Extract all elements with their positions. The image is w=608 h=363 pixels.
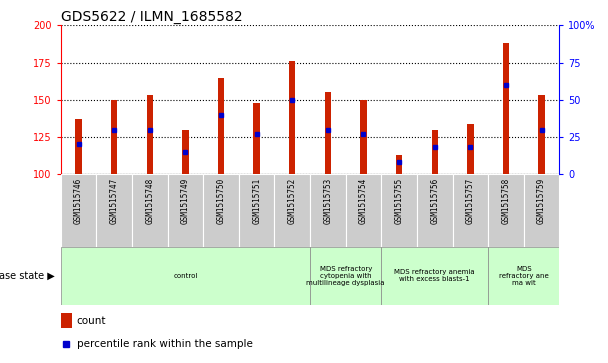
Bar: [61, 174, 97, 247]
Text: GSM1515759: GSM1515759: [537, 178, 546, 224]
Bar: [182, 130, 188, 174]
Bar: [381, 247, 488, 305]
Text: MDS
refractory ane
ma wit: MDS refractory ane ma wit: [499, 266, 548, 286]
Bar: [361, 100, 367, 174]
Bar: [523, 174, 559, 247]
Text: GSM1515758: GSM1515758: [502, 178, 511, 224]
Bar: [310, 174, 346, 247]
Bar: [538, 95, 545, 174]
Text: percentile rank within the sample: percentile rank within the sample: [77, 339, 253, 349]
Bar: [168, 174, 203, 247]
Bar: [396, 155, 402, 174]
Text: GSM1515757: GSM1515757: [466, 178, 475, 224]
Text: GSM1515752: GSM1515752: [288, 178, 297, 224]
Bar: [254, 103, 260, 174]
Bar: [503, 43, 509, 174]
Text: GSM1515754: GSM1515754: [359, 178, 368, 224]
Text: GSM1515750: GSM1515750: [216, 178, 226, 224]
Bar: [203, 174, 239, 247]
Text: GSM1515746: GSM1515746: [74, 178, 83, 224]
Bar: [381, 174, 417, 247]
Bar: [467, 124, 474, 174]
Text: GSM1515755: GSM1515755: [395, 178, 404, 224]
Bar: [289, 61, 295, 174]
Bar: [417, 174, 452, 247]
Bar: [147, 95, 153, 174]
Text: GSM1515749: GSM1515749: [181, 178, 190, 224]
Text: GSM1515751: GSM1515751: [252, 178, 261, 224]
Text: disease state ▶: disease state ▶: [0, 271, 55, 281]
Bar: [75, 119, 82, 174]
Text: MDS refractory anemia
with excess blasts-1: MDS refractory anemia with excess blasts…: [395, 269, 475, 282]
Text: GDS5622 / ILMN_1685582: GDS5622 / ILMN_1685582: [61, 11, 243, 24]
Text: GSM1515747: GSM1515747: [109, 178, 119, 224]
Text: GSM1515748: GSM1515748: [145, 178, 154, 224]
Bar: [111, 100, 117, 174]
Bar: [452, 174, 488, 247]
Bar: [325, 92, 331, 174]
Bar: [218, 77, 224, 174]
Bar: [61, 247, 310, 305]
Bar: [132, 174, 168, 247]
Bar: [346, 174, 381, 247]
Text: control: control: [173, 273, 198, 279]
Text: count: count: [77, 316, 106, 326]
Text: GSM1515753: GSM1515753: [323, 178, 333, 224]
Bar: [97, 174, 132, 247]
Bar: [488, 174, 523, 247]
Bar: [61, 313, 72, 329]
Bar: [432, 130, 438, 174]
Bar: [239, 174, 274, 247]
Bar: [274, 174, 310, 247]
Text: GSM1515756: GSM1515756: [430, 178, 439, 224]
Bar: [488, 247, 559, 305]
Text: MDS refractory
cytopenia with
multilineage dysplasia: MDS refractory cytopenia with multilinea…: [306, 266, 385, 286]
Bar: [310, 247, 381, 305]
